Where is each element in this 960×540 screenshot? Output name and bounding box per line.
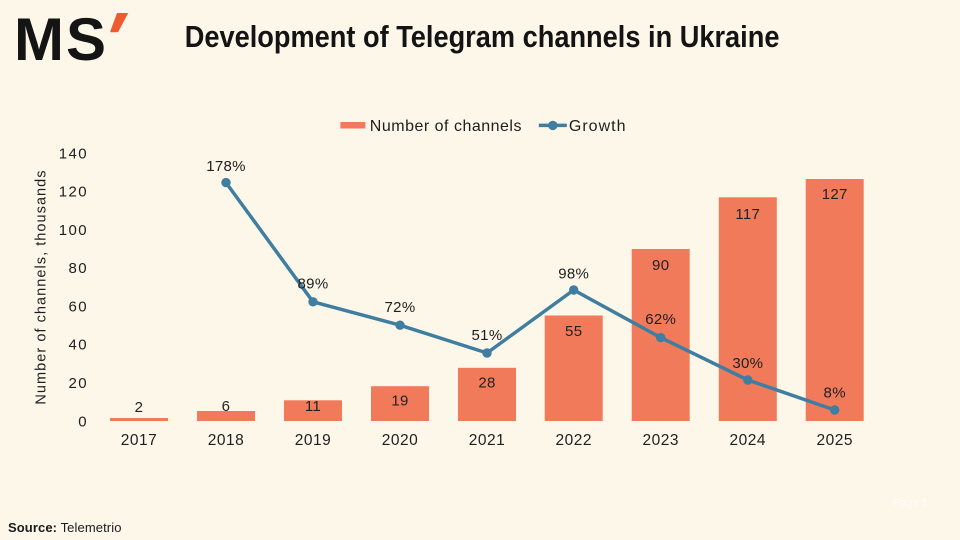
svg-text:80: 80 xyxy=(69,260,89,277)
svg-text:100: 100 xyxy=(59,222,88,239)
svg-text:2017: 2017 xyxy=(121,432,157,449)
svg-text:55: 55 xyxy=(565,323,582,340)
svg-text:120: 120 xyxy=(59,184,88,201)
svg-text:2018: 2018 xyxy=(208,432,244,449)
svg-text:Number of channels: Number of channels xyxy=(370,118,522,135)
svg-text:2023: 2023 xyxy=(642,432,678,449)
svg-text:60: 60 xyxy=(69,298,89,315)
svg-text:117: 117 xyxy=(735,206,760,223)
svg-text:19: 19 xyxy=(391,392,408,409)
svg-text:127: 127 xyxy=(822,186,848,203)
svg-text:8%: 8% xyxy=(824,384,846,401)
svg-text:Number of channels, thousands: Number of channels, thousands xyxy=(34,169,50,404)
svg-text:20: 20 xyxy=(69,375,89,392)
svg-text:2021: 2021 xyxy=(469,432,505,449)
svg-text:72%: 72% xyxy=(385,299,416,316)
svg-text:140: 140 xyxy=(59,145,88,162)
svg-text:51%: 51% xyxy=(472,327,503,344)
svg-text:2025: 2025 xyxy=(816,432,852,449)
svg-text:90: 90 xyxy=(652,257,669,274)
svg-text:40: 40 xyxy=(69,337,89,354)
svg-text:11: 11 xyxy=(305,398,321,415)
svg-text:89%: 89% xyxy=(298,276,329,293)
svg-text:Growth: Growth xyxy=(569,118,627,135)
svg-text:98%: 98% xyxy=(558,266,589,283)
svg-text:2024: 2024 xyxy=(730,432,766,449)
svg-text:2022: 2022 xyxy=(555,432,591,449)
svg-text:2020: 2020 xyxy=(382,432,418,449)
svg-text:30%: 30% xyxy=(732,355,763,372)
svg-text:2: 2 xyxy=(135,399,144,416)
svg-text:178%: 178% xyxy=(206,158,246,175)
svg-text:62%: 62% xyxy=(645,311,676,328)
svg-text:0: 0 xyxy=(78,413,88,430)
svg-text:6: 6 xyxy=(222,398,231,415)
svg-text:2019: 2019 xyxy=(295,432,331,449)
svg-text:28: 28 xyxy=(478,374,495,391)
